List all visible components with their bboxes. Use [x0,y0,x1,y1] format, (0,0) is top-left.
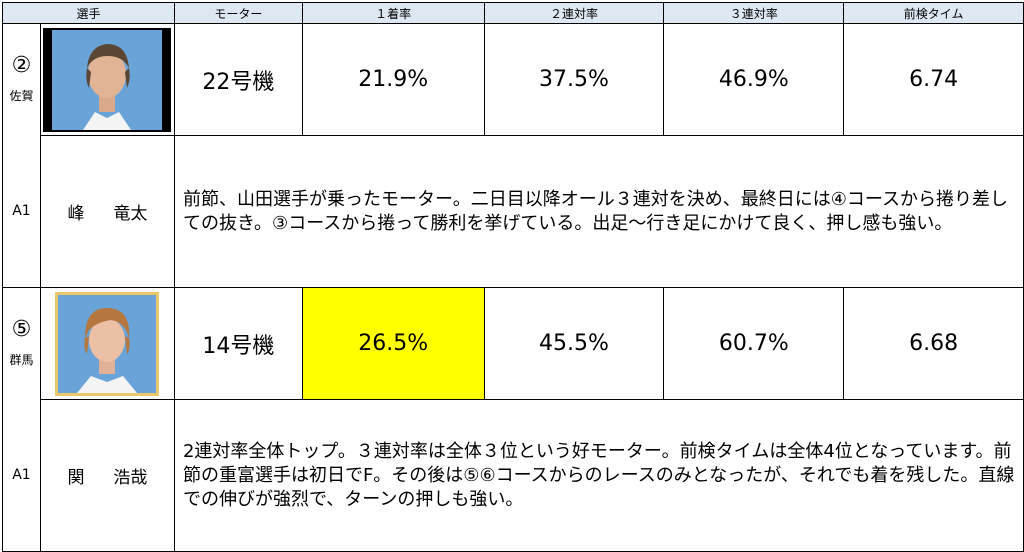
racer-1-prefecture: 佐賀 [9,89,34,104]
racer-1-comment: 前節、山田選手が乗ったモーター。二日目以降オール３連対を決め、最終日には④コース… [173,135,1024,288]
racer-2-three-rate: 60.7% [663,287,845,400]
racer-1-number: ② [11,53,32,79]
racer-2-class: A1 [2,399,41,552]
racer-2-badge: ⑤ 群馬 [2,287,41,400]
racer-2-given-name: 浩哉 [113,468,148,488]
racer-1-comment-row: A1 峰 竜太 前節、山田選手が乗ったモーター。二日目以降オール３連対を決め、最… [2,135,1024,288]
racer-2-two-rate: 45.5% [483,287,665,400]
racer-2-time: 6.68 [843,287,1024,400]
racer-1-class: A1 [2,135,41,288]
header-win-rate: １着率 [301,2,485,24]
header-two-rate: ２連対率 [483,2,665,24]
racer-1-badge: ② 佐賀 [2,23,41,136]
racer-1-photo [43,27,172,132]
racer-1-photo-cell [39,23,175,136]
header-three-rate: ３連対率 [663,2,845,24]
racer-1-time: 6.74 [843,23,1024,136]
racer-2-stats-row: ⑤ 群馬 14号機 26.5% 45.5% 60.7% [2,287,1024,400]
racer-2-photo [55,291,160,396]
header-racer: 選手 [2,2,175,24]
racer-2-win-rate: 26.5% [301,287,485,400]
racer-1-two-rate: 37.5% [483,23,665,136]
racer-2-name: 関 浩哉 [39,399,175,552]
header-row: 選手 モーター １着率 ２連対率 ３連対率 前検タイム [2,2,1024,24]
racer-1-win-rate: 21.9% [301,23,485,136]
racer-1-stats-row: ② 佐賀 22号機 21.9% 37.5% 46.9% [2,23,1024,136]
racer-2-prefecture: 群馬 [9,353,34,368]
racer-2-photo-cell [39,287,175,400]
racer-1-name: 峰 竜太 [39,135,175,288]
header-motor: モーター [173,2,303,24]
racer-2-family-name: 関 [67,468,85,488]
racer-2-comment-row: A1 関 浩哉 2連対率全体トップ。３連対率は全体３位という好モーター。前検タイ… [2,399,1024,552]
racer-2-number: ⑤ [11,317,32,343]
racer-2-comment: 2連対率全体トップ。３連対率は全体３位という好モーター。前検タイムは全体4位とな… [173,399,1024,552]
racer-1-motor: 22号機 [173,23,303,136]
racer-2-motor: 14号機 [173,287,303,400]
racer-1-given-name: 竜太 [113,204,148,224]
racer-1-family-name: 峰 [67,204,85,224]
racer-1-three-rate: 46.9% [663,23,845,136]
header-time: 前検タイム [843,2,1024,24]
